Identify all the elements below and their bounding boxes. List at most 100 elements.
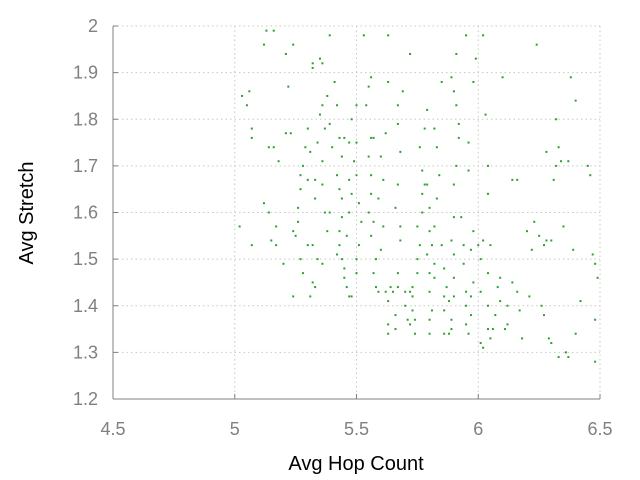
x-tick-label: 6.5: [587, 419, 612, 439]
data-point: [392, 290, 395, 293]
y-axis-title: Avg Stretch: [16, 161, 38, 264]
data-point: [479, 290, 482, 293]
data-point: [574, 99, 577, 102]
data-point: [387, 34, 390, 37]
data-point: [331, 146, 334, 149]
data-point: [428, 290, 431, 293]
data-point: [262, 202, 265, 205]
data-point: [452, 183, 455, 186]
data-point: [311, 244, 314, 247]
data-point: [396, 272, 399, 275]
data-point: [396, 122, 399, 125]
data-point: [421, 211, 424, 214]
data-point: [496, 286, 499, 289]
data-point: [311, 66, 314, 69]
data-point: [569, 76, 572, 79]
data-point: [345, 234, 348, 237]
data-point: [357, 244, 360, 247]
data-point: [316, 141, 319, 144]
data-point: [472, 281, 475, 284]
data-point: [343, 276, 346, 279]
data-point: [338, 136, 341, 139]
data-point: [467, 169, 470, 172]
data-point: [372, 136, 375, 139]
data-point: [530, 248, 533, 251]
data-point: [484, 113, 487, 116]
data-point: [394, 314, 397, 317]
data-point: [348, 295, 351, 298]
data-point: [435, 197, 438, 200]
data-point: [482, 239, 485, 242]
data-point: [336, 104, 339, 107]
data-point: [411, 309, 414, 312]
data-point: [301, 272, 304, 275]
data-point: [465, 323, 468, 326]
y-tick-label: 1.5: [73, 249, 98, 269]
data-point: [306, 244, 309, 247]
data-point: [499, 300, 502, 303]
data-point: [353, 160, 356, 163]
data-point: [301, 164, 304, 167]
data-point: [309, 150, 312, 153]
data-point: [594, 262, 597, 265]
data-point: [321, 160, 324, 163]
data-point: [411, 286, 414, 289]
data-point: [545, 239, 548, 242]
data-point: [394, 328, 397, 331]
data-point: [406, 318, 409, 321]
data-point: [357, 202, 360, 205]
data-point: [348, 141, 351, 144]
data-point: [355, 272, 358, 275]
data-point: [370, 192, 373, 195]
data-point: [396, 104, 399, 107]
data-point: [474, 57, 477, 60]
y-tick-label: 1.9: [73, 63, 98, 83]
data-point: [250, 136, 253, 139]
data-point: [486, 192, 489, 195]
data-point: [250, 127, 253, 130]
data-point: [292, 230, 295, 233]
data-point: [321, 262, 324, 265]
data-point: [275, 244, 278, 247]
data-point: [567, 160, 570, 163]
data-point: [248, 90, 251, 93]
data-point: [557, 146, 560, 149]
data-point: [457, 136, 460, 139]
data-point: [343, 267, 346, 270]
data-point: [443, 309, 446, 312]
data-point: [518, 309, 521, 312]
data-point: [292, 43, 295, 46]
data-point: [538, 234, 541, 237]
axes: [112, 25, 601, 400]
data-point: [336, 253, 339, 256]
data-point: [328, 122, 331, 125]
data-point: [462, 244, 465, 247]
data-point: [467, 141, 470, 144]
data-point: [350, 192, 353, 195]
data-point: [479, 258, 482, 261]
data-point: [374, 286, 377, 289]
data-point: [262, 43, 265, 46]
data-point: [535, 43, 538, 46]
data-point: [413, 332, 416, 335]
data-point: [533, 220, 536, 223]
data-point: [426, 183, 429, 186]
data-point: [589, 174, 592, 177]
data-point: [462, 262, 465, 265]
data-point: [562, 225, 565, 228]
data-point: [542, 314, 545, 317]
y-tick-label: 1.6: [73, 203, 98, 223]
data-point: [374, 258, 377, 261]
data-point: [572, 248, 575, 251]
data-point: [596, 276, 599, 279]
data-point: [494, 314, 497, 317]
data-point: [516, 178, 519, 181]
data-point: [355, 141, 358, 144]
data-point: [506, 323, 509, 326]
data-point: [418, 146, 421, 149]
data-point: [482, 346, 485, 349]
data-point: [511, 178, 514, 181]
data-point: [238, 225, 241, 228]
data-point: [516, 290, 519, 293]
